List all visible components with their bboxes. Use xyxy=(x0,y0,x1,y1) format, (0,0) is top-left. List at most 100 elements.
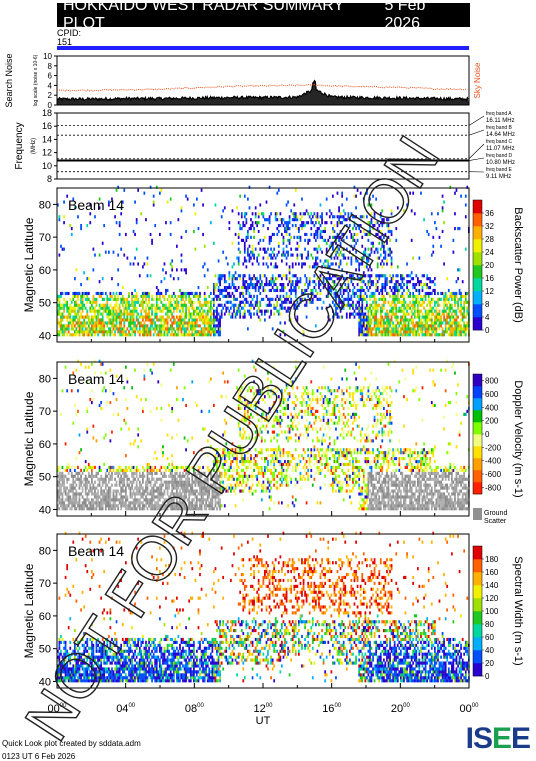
echo-cell xyxy=(121,498,124,502)
echo-cell xyxy=(418,312,421,316)
echo-cell xyxy=(97,330,99,334)
echo-cell xyxy=(285,221,288,225)
echo-cell xyxy=(188,294,191,298)
echo-cell xyxy=(157,324,160,328)
echo-cell xyxy=(121,297,124,301)
echo-cell xyxy=(60,471,62,475)
echo-cell xyxy=(228,451,231,455)
echo-cell xyxy=(145,300,147,304)
echo-cell xyxy=(108,200,110,204)
echo-cell xyxy=(379,288,382,293)
echo-cell xyxy=(165,271,167,275)
echo-cell xyxy=(109,297,112,301)
echo-cell xyxy=(369,280,371,284)
echo-cell xyxy=(200,495,203,499)
echo-cell xyxy=(318,221,320,225)
echo-cell xyxy=(313,212,316,216)
echo-cell xyxy=(61,291,64,296)
echo-cell xyxy=(104,483,107,487)
echo-cell xyxy=(288,215,291,219)
echo-cell xyxy=(57,297,59,301)
echo-cell xyxy=(409,327,412,331)
echo-cell xyxy=(220,312,223,316)
echo-cell xyxy=(378,327,381,331)
echo-cell xyxy=(129,489,132,493)
echo-cell xyxy=(108,309,110,313)
echo-cell xyxy=(213,330,215,334)
echo-cell xyxy=(69,498,72,502)
echo-cell xyxy=(265,283,268,287)
echo-cell xyxy=(341,203,344,207)
echo-cell xyxy=(367,321,370,325)
echo-cell xyxy=(367,247,370,251)
echo-cell xyxy=(262,224,265,228)
echo-cell xyxy=(183,291,186,296)
echo-cell xyxy=(369,309,371,313)
echo-cell xyxy=(67,504,70,508)
echo-cell xyxy=(440,291,442,296)
echo-cell xyxy=(138,507,141,511)
echo-cell xyxy=(134,498,136,502)
echo-cell xyxy=(74,312,76,316)
echo-cell xyxy=(236,312,238,316)
echo-cell xyxy=(344,288,347,293)
echo-cell xyxy=(131,327,133,331)
echo-cell xyxy=(142,297,144,301)
echo-cell xyxy=(146,492,149,496)
echo-cell xyxy=(148,492,150,496)
echo-cell xyxy=(196,498,198,502)
echo-cell xyxy=(72,501,75,505)
echo-cell xyxy=(447,297,450,301)
echo-cell xyxy=(443,306,445,310)
echo-cell xyxy=(213,288,215,293)
echo-cell xyxy=(199,465,201,470)
echo-cell xyxy=(336,291,339,296)
echo-cell xyxy=(75,315,78,319)
echo-cell xyxy=(421,315,424,319)
echo-cell xyxy=(372,244,374,248)
echo-cell xyxy=(233,309,235,313)
echo-cell xyxy=(140,492,143,496)
echo-cell xyxy=(383,250,385,254)
echo-cell xyxy=(438,315,441,319)
echo-cell xyxy=(304,274,306,278)
echo-cell xyxy=(148,300,150,304)
echo-cell xyxy=(392,309,395,313)
echo-cell xyxy=(228,454,231,458)
echo-cell xyxy=(449,309,452,313)
echo-cell xyxy=(104,306,107,310)
echo-cell xyxy=(279,333,282,337)
echo-cell xyxy=(324,227,327,231)
echo-cell xyxy=(222,250,225,254)
echo-cell xyxy=(132,468,135,472)
echo-cell xyxy=(91,330,93,334)
echo-cell xyxy=(217,460,220,464)
echo-cell xyxy=(159,486,161,490)
echo-cell xyxy=(233,477,235,481)
echo-cell xyxy=(182,333,184,337)
echo-cell xyxy=(406,274,408,278)
echo-cell xyxy=(237,421,240,425)
echo-cell xyxy=(98,324,101,328)
echo-cell xyxy=(412,327,415,331)
echo-cell xyxy=(395,324,398,328)
echo-cell xyxy=(103,306,106,310)
echo-cell xyxy=(310,294,313,298)
echo-cell xyxy=(248,259,251,263)
echo-cell xyxy=(137,468,140,472)
echo-cell xyxy=(274,262,277,266)
echo-cell xyxy=(72,297,75,301)
colorbar-tick-label: 28 xyxy=(485,235,494,244)
echo-cell xyxy=(115,309,118,313)
echo-cell xyxy=(404,324,407,328)
echo-cell xyxy=(168,309,170,313)
echo-cell xyxy=(432,235,435,239)
echo-cell xyxy=(176,507,178,511)
echo-cell xyxy=(384,300,387,304)
echo-cell xyxy=(159,324,161,328)
echo-cell xyxy=(366,321,368,325)
echo-cell xyxy=(247,300,249,304)
echo-cell xyxy=(327,286,330,290)
echo-cell xyxy=(240,291,243,296)
echo-cell xyxy=(434,327,436,331)
